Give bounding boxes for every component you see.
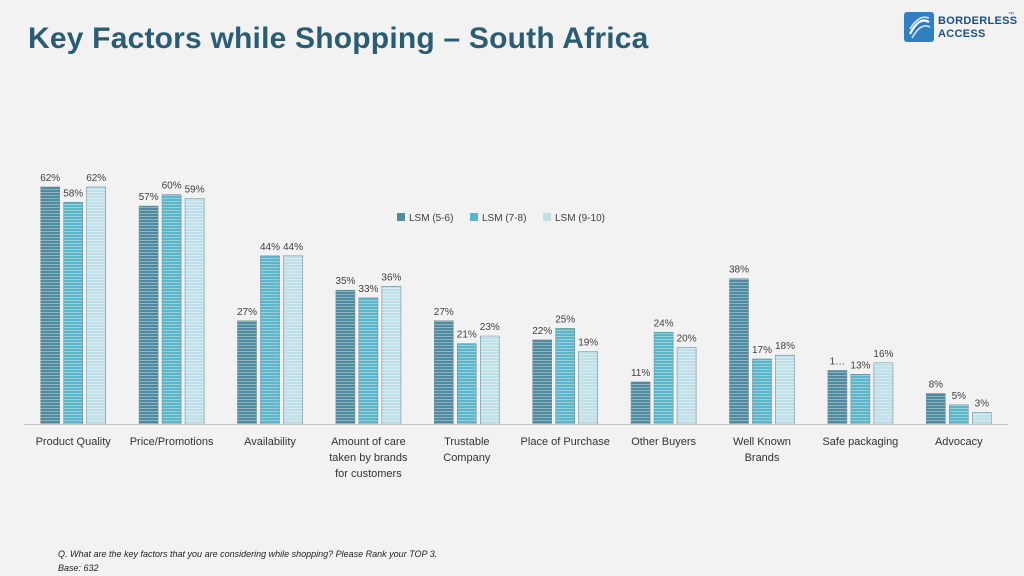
legend-swatch (543, 213, 551, 221)
logo-mark-icon (904, 12, 934, 42)
bar-texture (185, 198, 205, 424)
data-label: 44% (260, 242, 280, 253)
category-label: for customers (335, 468, 402, 480)
category-label: Brands (745, 452, 780, 464)
data-label: 35% (335, 276, 355, 287)
data-label: 33% (358, 284, 378, 295)
category-label: Trustable (444, 436, 489, 448)
bar-texture (654, 332, 674, 424)
bar-texture (729, 278, 749, 424)
bar-texture (139, 206, 159, 424)
bar-texture (63, 202, 83, 424)
data-label: 36% (381, 272, 401, 283)
category-label: Amount of care (331, 436, 406, 448)
data-label: 19% (578, 337, 598, 348)
footnote-base: Base: 632 (58, 563, 99, 573)
category-label: Company (443, 452, 491, 464)
legend-swatch (470, 213, 478, 221)
logo-text-line1: BORDERLESS (938, 15, 1018, 27)
data-label: 38% (729, 265, 749, 276)
category-label: Product Quality (36, 436, 112, 448)
bar-texture (775, 355, 795, 424)
data-label: 22% (532, 326, 552, 337)
bar-texture (162, 194, 182, 424)
data-label: 57% (139, 192, 159, 203)
data-label: 27% (434, 307, 454, 318)
bar-texture (677, 347, 697, 424)
data-label: 5% (952, 391, 967, 402)
category-label: taken by brands (329, 452, 408, 464)
bar-texture (827, 370, 847, 424)
category-label: Place of Purchase (521, 436, 610, 448)
legend-label: LSM (9-10) (555, 213, 605, 224)
data-label: 1… (830, 356, 846, 367)
data-label: 8% (929, 379, 944, 390)
data-label: 59% (185, 184, 205, 195)
bar-texture (850, 374, 870, 424)
bar-texture (926, 393, 946, 424)
legend-label: LSM (7-8) (482, 213, 526, 224)
page-title: Key Factors while Shopping – South Afric… (28, 22, 649, 55)
data-label: 23% (480, 322, 500, 333)
data-label: 62% (86, 173, 106, 184)
data-label: 17% (752, 345, 772, 356)
data-label: 11% (631, 368, 650, 379)
bar-chart: 62%58%62% 57%60% 59% 27% 44% 44% 35%33%36% 27% 2… (24, 173, 1008, 480)
data-label: 3% (975, 399, 990, 410)
data-label: 58% (63, 188, 83, 199)
bar-texture (578, 351, 598, 424)
data-label: 27% (237, 307, 257, 318)
bar-texture (873, 362, 893, 424)
bar-texture (555, 328, 575, 424)
bar-texture (358, 297, 378, 424)
category-label: Availability (244, 436, 296, 448)
data-label: 21% (457, 330, 477, 341)
bar-texture (40, 187, 60, 424)
bar-texture (335, 290, 355, 424)
category-label: Well Known (733, 436, 791, 448)
bar-texture (237, 320, 257, 424)
bar-texture (457, 343, 477, 424)
data-label: 16% (873, 349, 893, 360)
data-label: 44% (283, 242, 303, 253)
data-label: 25% (555, 314, 575, 325)
data-label: 20% (677, 334, 697, 345)
bar-texture (434, 320, 454, 424)
bar-texture (949, 404, 969, 424)
data-label: 60% (162, 181, 182, 192)
category-label: Advocacy (935, 436, 983, 448)
bar-texture (752, 359, 772, 424)
data-label: 13% (850, 360, 870, 371)
borderless-access-logo: BORDERLESS ™ ACCESS (904, 12, 1018, 46)
legend-label: LSM (5-6) (409, 213, 453, 224)
bar-texture (283, 255, 303, 424)
data-label: 62% (40, 173, 60, 184)
category-label: Price/Promotions (130, 436, 214, 448)
footnote-question: Q. What are the key factors that you are… (58, 549, 438, 559)
bar-texture (480, 336, 500, 424)
logo-text-line2: ACCESS (938, 28, 986, 40)
legend-swatch (397, 213, 405, 221)
data-label: 24% (654, 318, 674, 329)
logo-trademark: ™ (1008, 12, 1014, 18)
bar-texture (631, 381, 651, 424)
bar-texture (86, 187, 106, 424)
bar-texture (532, 339, 552, 424)
bar-texture (260, 255, 280, 424)
data-label: 18% (775, 341, 795, 352)
bar-texture (972, 412, 992, 424)
bar-texture (381, 286, 401, 424)
category-label: Other Buyers (631, 436, 696, 448)
category-label: Safe packaging (822, 436, 898, 448)
